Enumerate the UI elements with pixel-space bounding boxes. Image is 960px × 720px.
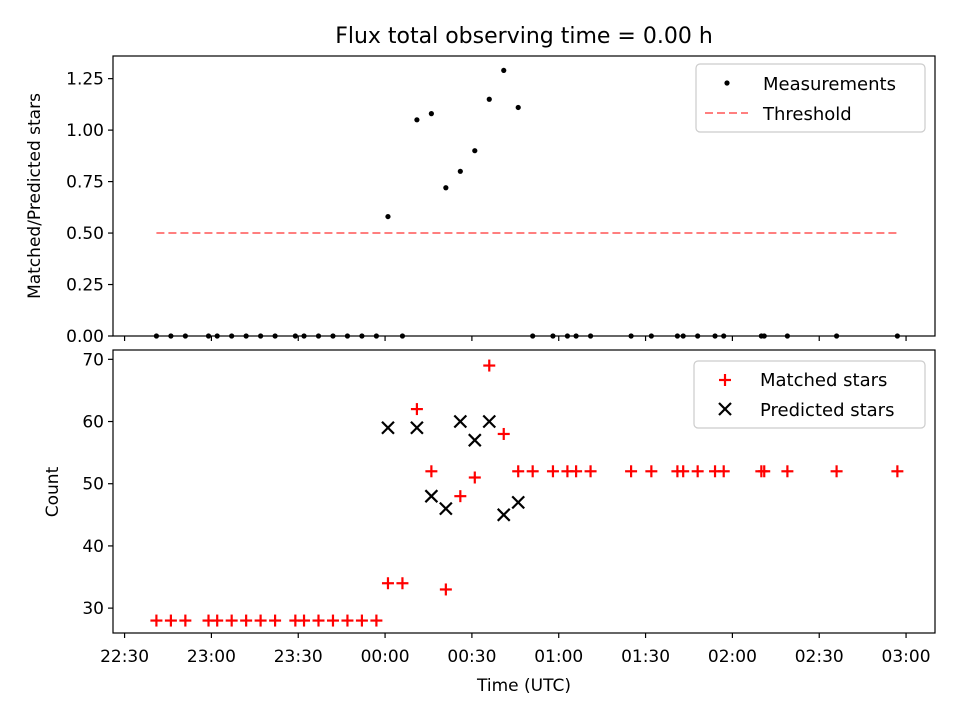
top-axes-frame xyxy=(112,55,936,337)
top-y-axis-label: Matched/Predicted stars xyxy=(25,93,45,299)
predicted-stars-point xyxy=(453,414,468,429)
matched-stars-point xyxy=(240,614,253,627)
legend-matched-marker xyxy=(719,374,731,386)
matched-stars-point xyxy=(254,614,267,627)
matched-stars-point xyxy=(781,465,794,478)
predicted-stars-point xyxy=(439,501,453,516)
measurement-point xyxy=(472,148,478,154)
matched-stars-point xyxy=(150,614,163,627)
x-tick-label: 23:00 xyxy=(187,647,236,667)
matched-stars-point xyxy=(625,465,638,478)
measurement-point xyxy=(414,117,420,123)
matched-stars-point xyxy=(298,614,311,627)
matched-stars-point xyxy=(410,403,423,416)
x-tick-label: 02:00 xyxy=(708,647,757,667)
x-tick-label: 00:00 xyxy=(361,647,410,667)
matched-stars-point xyxy=(179,614,192,627)
matched-stars-point xyxy=(546,465,559,478)
legend-threshold-label: Threshold xyxy=(762,104,852,125)
y-tick-label: 0.25 xyxy=(66,276,104,296)
measurement-point xyxy=(515,104,521,111)
matched-stars-point xyxy=(645,465,658,478)
bottom-legend: Matched stars Predicted stars xyxy=(693,360,926,429)
legend-predicted-label: Predicted stars xyxy=(760,400,894,421)
y-tick-label: 0.00 xyxy=(66,327,104,347)
measurement-point xyxy=(501,67,507,74)
predicted-stars-point xyxy=(482,414,497,429)
measurement-point xyxy=(457,168,463,174)
matched-stars-point xyxy=(396,577,409,590)
predicted-stars-point xyxy=(511,495,525,510)
x-tick-label: 01:30 xyxy=(621,647,670,667)
matched-stars-point xyxy=(269,614,282,627)
top-legend: Measurements Threshold xyxy=(695,63,926,133)
legend-measurements-marker xyxy=(724,80,730,86)
matched-stars-point xyxy=(512,465,525,478)
matched-stars-point xyxy=(312,614,325,627)
matched-stars-point xyxy=(164,614,177,627)
x-axis-label: Time (UTC) xyxy=(476,676,571,696)
matched-stars-point xyxy=(381,577,394,590)
matched-stars-point xyxy=(570,465,583,478)
predicted-stars-point xyxy=(424,489,439,503)
legend-matched-label: Matched stars xyxy=(760,370,887,391)
x-tick-label: 00:30 xyxy=(447,647,496,667)
top-panel: 0.00 0.25 0.50 0.75 1.00 1.25 Matched/Predict… xyxy=(25,55,936,347)
bottom-y-ticks: 30 40 50 60 70 xyxy=(82,350,113,619)
matched-stars-point xyxy=(355,614,368,627)
predicted-stars-point xyxy=(381,420,395,435)
top-x-ticks xyxy=(123,336,907,341)
predicted-stars-point xyxy=(410,420,424,435)
x-tick-label: 01:00 xyxy=(534,647,583,667)
top-y-ticks: 0.00 0.25 0.50 0.75 1.00 1.25 xyxy=(66,70,113,347)
matched-stars-point xyxy=(439,583,452,596)
y-tick-label: 30 xyxy=(82,599,104,619)
bottom-series xyxy=(150,359,904,627)
chart-title: Flux total observing time = 0.00 h xyxy=(335,24,713,49)
y-tick-label: 40 xyxy=(82,537,104,557)
predicted-stars-point xyxy=(468,433,482,447)
matched-stars-point xyxy=(341,614,354,627)
matched-stars-point xyxy=(691,465,704,478)
matched-stars-point xyxy=(425,465,438,478)
y-tick-label: 0.75 xyxy=(66,173,104,193)
predicted-stars-point xyxy=(496,508,511,522)
matched-stars-point xyxy=(468,471,481,484)
y-tick-label: 60 xyxy=(82,413,104,433)
matched-stars-point xyxy=(211,614,224,627)
measurement-point xyxy=(443,185,449,191)
matched-stars-point xyxy=(370,614,383,627)
bottom-y-axis-label: Count xyxy=(43,466,63,517)
x-tick-label: 23:30 xyxy=(274,647,323,667)
measurement-point xyxy=(428,111,434,117)
x-tick-label: 03:00 xyxy=(882,647,931,667)
y-tick-label: 50 xyxy=(82,475,104,495)
y-tick-label: 70 xyxy=(82,350,104,370)
measurement-point xyxy=(486,96,492,102)
matched-stars-point xyxy=(526,465,539,478)
matched-stars-point xyxy=(891,465,904,478)
bottom-x-ticks: 22:30 23:00 23:30 00:00 00:30 01:00 01:30 02:00… xyxy=(100,633,931,667)
matched-stars-point xyxy=(225,614,238,627)
matched-stars-point xyxy=(758,465,771,478)
matched-stars-point xyxy=(584,465,597,478)
bottom-panel: 30 40 50 60 70 22:30 23:00 23:30 00:00 00:30 01:0… xyxy=(43,349,936,696)
matched-stars-point xyxy=(454,490,467,503)
matched-stars-point xyxy=(326,614,339,627)
matched-stars-point xyxy=(483,359,496,372)
measurement-point xyxy=(385,213,391,220)
bottom-axes-frame xyxy=(112,349,936,634)
matched-stars-point xyxy=(497,427,510,440)
x-tick-label: 02:30 xyxy=(795,647,844,667)
y-tick-label: 1.25 xyxy=(66,70,104,90)
x-tick-label: 22:30 xyxy=(100,647,149,667)
y-tick-label: 0.50 xyxy=(66,224,104,244)
matched-stars-point xyxy=(717,465,730,478)
y-tick-label: 1.00 xyxy=(66,121,104,141)
legend-predicted-marker xyxy=(718,402,732,416)
matched-stars-point xyxy=(830,465,843,478)
matched-stars-point xyxy=(677,465,690,478)
legend-measurements-label: Measurements xyxy=(763,74,896,95)
